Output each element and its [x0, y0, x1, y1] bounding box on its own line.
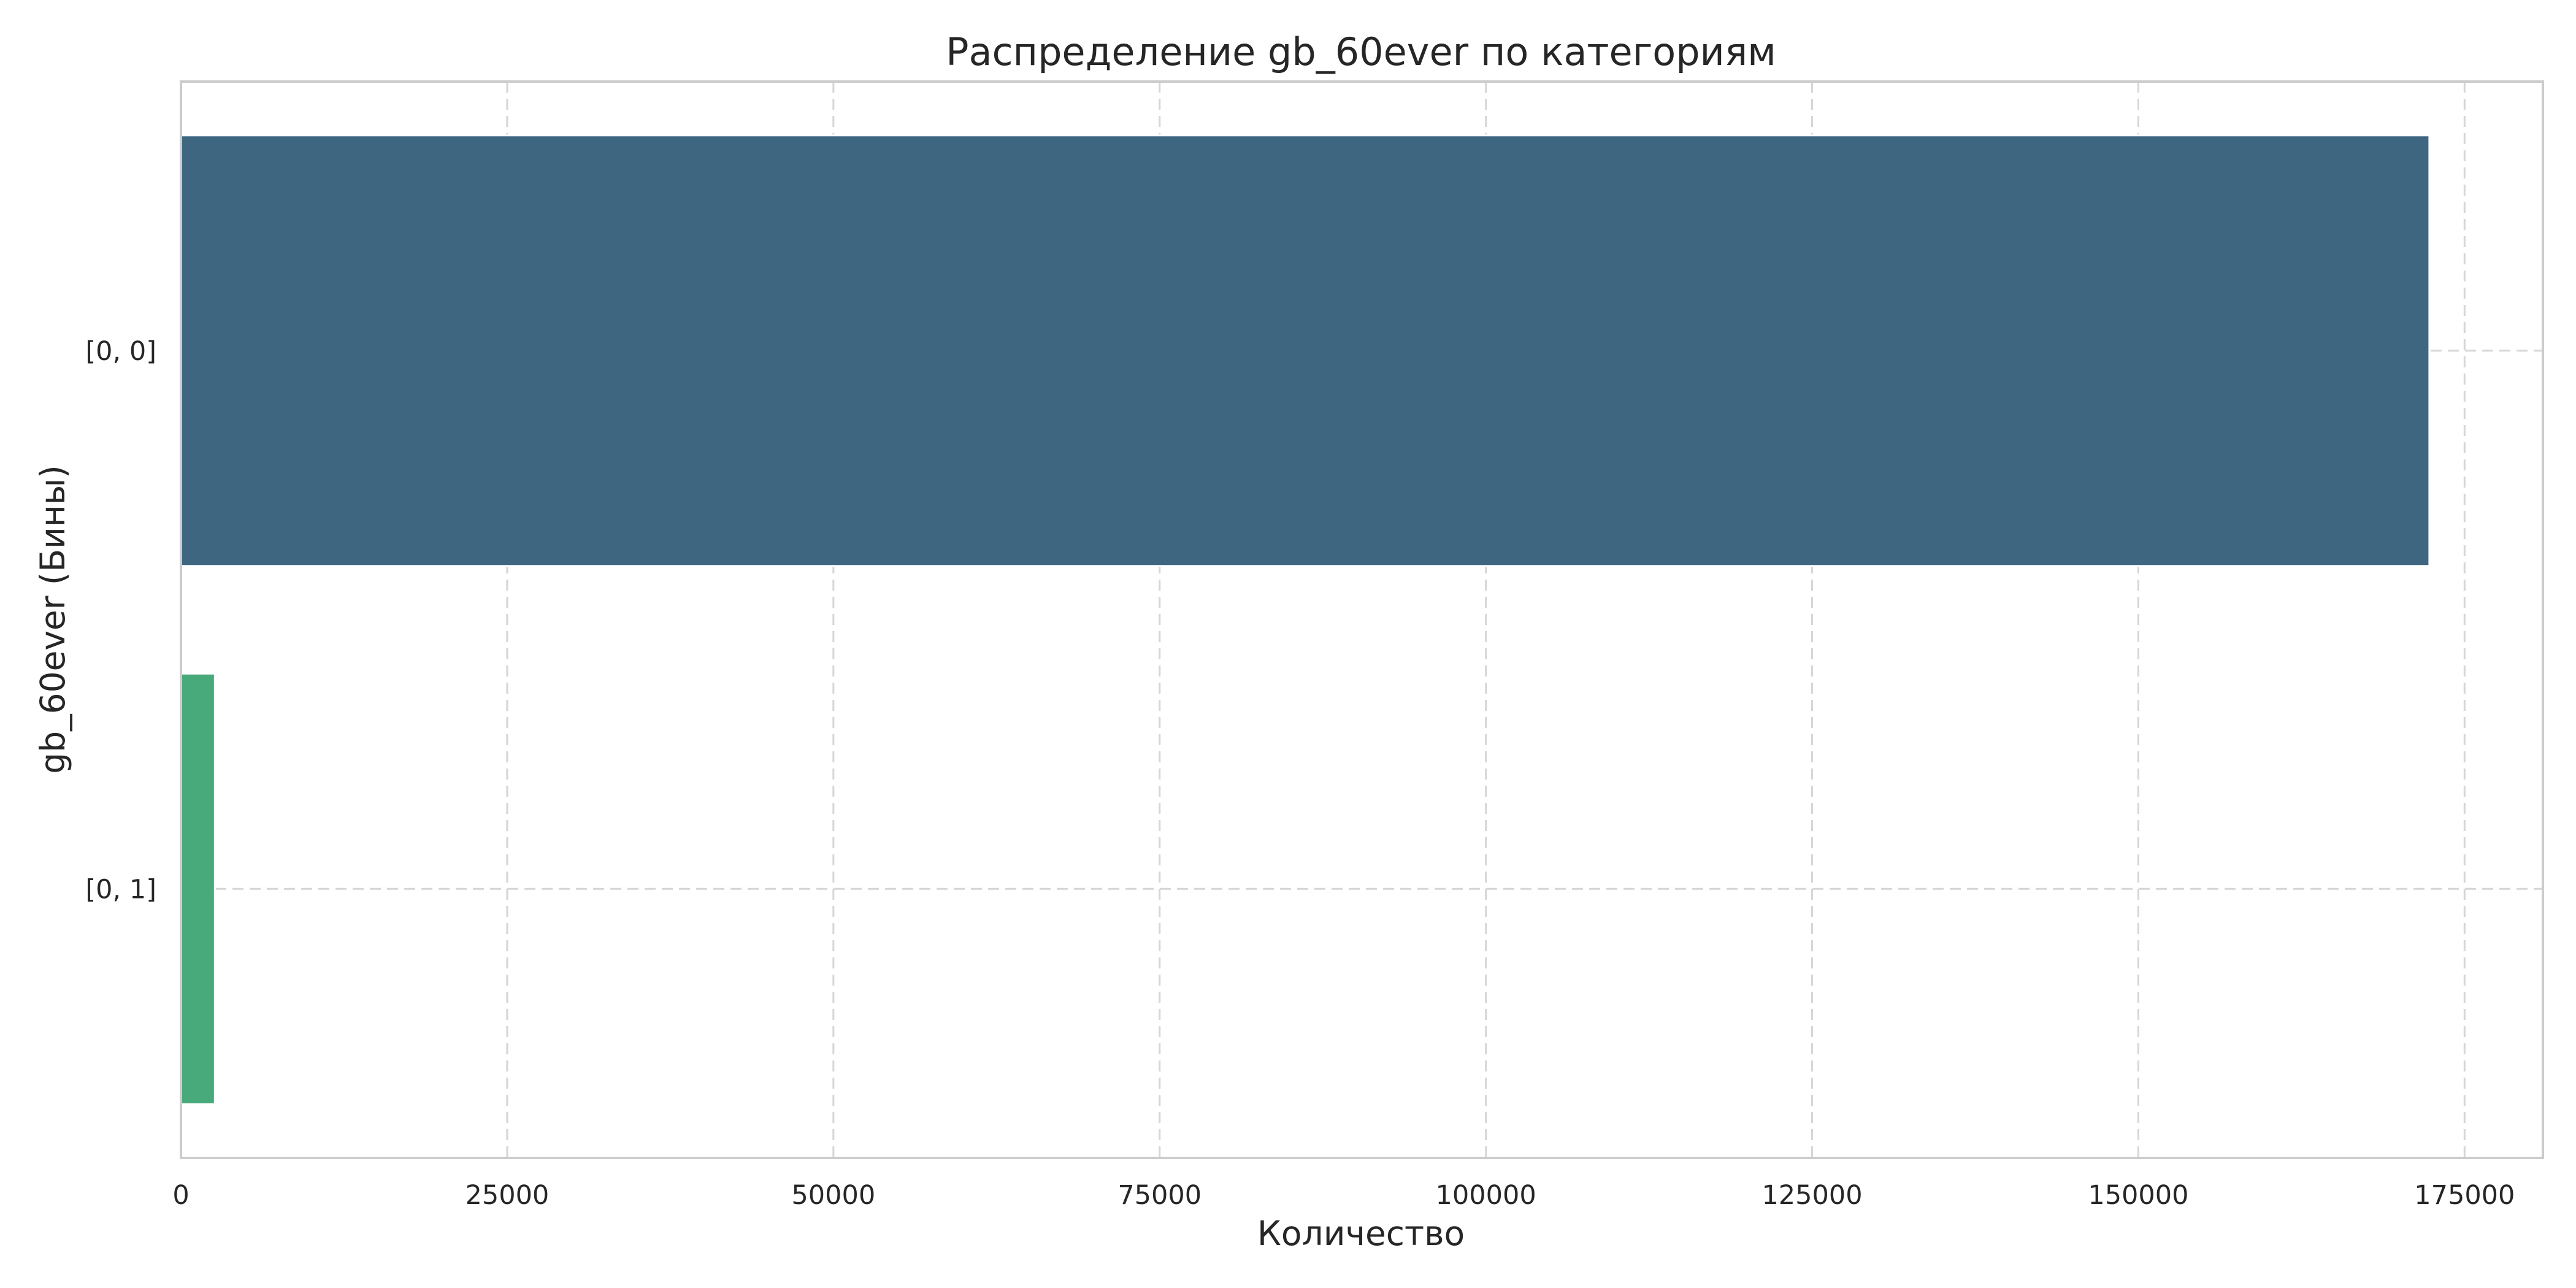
x-tick-label: 125000	[1761, 1180, 1862, 1211]
x-tick-label: 25000	[466, 1180, 550, 1211]
x-axis-ticks: 0 25000 50000 75000 100000 125000 150000 175000	[172, 1180, 2515, 1211]
bar	[180, 672, 216, 1105]
y-tick-label: [0, 0]	[85, 336, 156, 367]
x-tick-label: 100000	[1436, 1180, 1536, 1211]
x-tick-label: 75000	[1117, 1180, 1202, 1211]
chart-title: Распределение gb_60ever по категориям	[946, 29, 1776, 74]
y-tick-label: [0, 1]	[85, 874, 156, 905]
x-axis-label: Количество	[1257, 1214, 1465, 1253]
x-tick-label: 50000	[791, 1180, 875, 1211]
y-axis-label: gb_60ever (Бины)	[33, 465, 72, 773]
bar	[180, 134, 2431, 567]
y-axis-ticks: [0, 0] [0, 1]	[85, 336, 156, 905]
x-tick-label: 175000	[2414, 1180, 2515, 1211]
x-tick-label: 150000	[2088, 1180, 2188, 1211]
bars	[180, 134, 2431, 1105]
x-tick-label: 0	[172, 1180, 189, 1211]
plot-frame	[180, 80, 2544, 1159]
